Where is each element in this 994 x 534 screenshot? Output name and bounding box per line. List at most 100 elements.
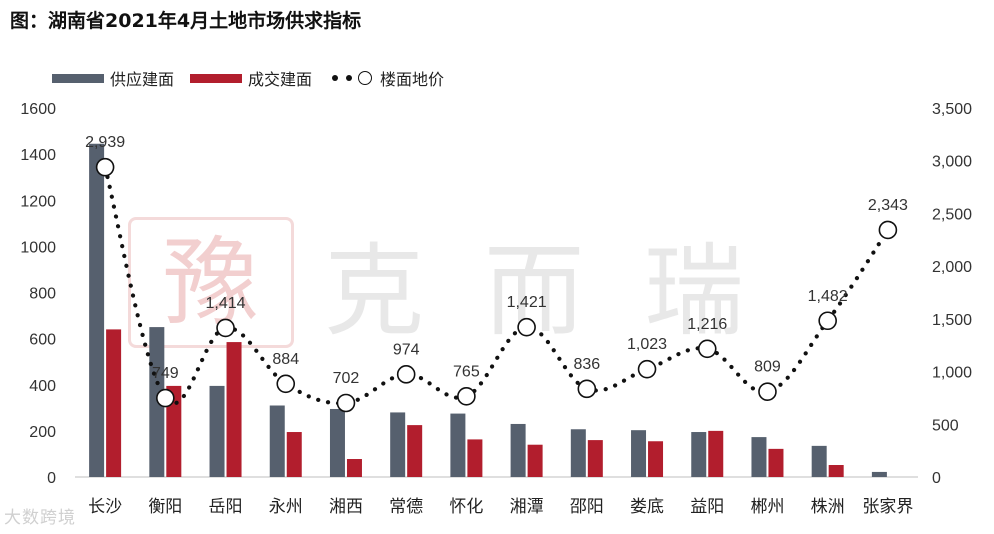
legend-price: 楼面地价: [328, 66, 444, 90]
brand-watermark: 大数跨境: [4, 508, 76, 528]
price-marker: [457, 387, 476, 406]
price-marker: [276, 374, 296, 394]
category-label: 衡阳: [148, 497, 182, 517]
price-marker: [637, 359, 657, 379]
legend-supply-label: 供应建面: [110, 70, 175, 89]
bar-transaction: [286, 432, 302, 477]
bar-transaction: [346, 459, 362, 477]
category-label: 株洲: [811, 497, 845, 517]
bar-transaction: [768, 448, 784, 477]
bar-transaction: [708, 430, 724, 477]
price-marker: [216, 318, 235, 338]
price-data-label: 884: [272, 351, 299, 368]
left-tick-label: 600: [29, 332, 56, 349]
price-data-label: 1,414: [206, 295, 246, 312]
left-tick-label: 1400: [20, 147, 56, 164]
bar-supply: [691, 432, 707, 477]
price-marker: [336, 393, 356, 413]
category-label: 益阳: [690, 497, 724, 517]
right-tick-label: 1,000: [932, 365, 972, 382]
price-marker: [818, 311, 837, 331]
bar-transaction: [407, 425, 423, 477]
price-marker: [878, 220, 898, 240]
left-tick-label: 1000: [20, 239, 56, 256]
price-marker: [396, 365, 416, 384]
legend-supply: 供应建面: [52, 66, 174, 90]
bar-transaction: [828, 465, 844, 477]
left-tick-label: 400: [29, 378, 56, 395]
price-marker: [156, 388, 175, 408]
price-data-label: 765: [453, 363, 480, 380]
price-marker: [95, 157, 115, 177]
bar-supply: [89, 143, 105, 477]
bar-transaction: [226, 342, 242, 477]
bar-supply: [450, 413, 466, 477]
bar-supply: [209, 385, 225, 477]
watermark-seal: 豫: [128, 217, 294, 348]
bar-supply: [390, 412, 406, 477]
bar-supply: [811, 445, 827, 477]
bar-supply: [149, 327, 165, 477]
bar-supply: [751, 437, 767, 477]
price-data-label: 2,939: [85, 134, 125, 151]
bar-supply: [570, 429, 586, 477]
category-label: 怀化: [449, 497, 483, 517]
category-label: 常德: [389, 497, 423, 517]
price-marker: [577, 379, 597, 399]
category-label: 永州: [269, 497, 303, 517]
price-data-label: 1,482: [808, 288, 848, 305]
price-data-label: 1,216: [687, 316, 727, 333]
left-tick-label: 200: [29, 424, 56, 441]
category-label: 湘西: [329, 497, 363, 517]
right-tick-label: 0: [932, 470, 941, 487]
left-tick-label: 0: [47, 470, 56, 487]
right-tick-label: 2,000: [932, 259, 972, 276]
legend-price-marker: [328, 71, 374, 85]
right-tick-label: 500: [932, 417, 959, 434]
watermark: 豫 克而瑞: [128, 210, 804, 355]
right-tick-label: 3,000: [932, 154, 972, 171]
price-data-label: 1,023: [627, 336, 667, 353]
chart-title: 图：湖南省2021年4月土地市场供求指标: [10, 10, 362, 32]
bar-transaction: [648, 441, 664, 477]
right-tick-label: 2,500: [932, 206, 972, 223]
bar-supply: [269, 405, 285, 477]
left-tick-label: 1200: [20, 193, 56, 210]
legend: 供应建面 成交建面 楼面地价: [52, 66, 460, 90]
legend-transaction-swatch: [190, 73, 243, 83]
bar-transaction: [166, 385, 182, 477]
price-marker: [517, 317, 536, 337]
price-data-label: 702: [333, 370, 360, 387]
category-label: 湘潭: [510, 497, 544, 517]
bar-transaction: [527, 444, 543, 477]
bar-supply: [871, 471, 887, 477]
price-data-label: 1,421: [507, 294, 547, 311]
category-label: 邵阳: [570, 497, 604, 517]
bar-transaction: [106, 329, 122, 477]
legend-transaction-label: 成交建面: [248, 70, 313, 89]
price-data-label: 809: [754, 359, 781, 376]
legend-transaction: 成交建面: [190, 66, 312, 90]
category-label: 长沙: [88, 497, 122, 517]
bar-supply: [329, 408, 345, 477]
price-data-label: 749: [152, 365, 179, 382]
bar-supply: [631, 430, 647, 477]
price-data-label: 836: [573, 356, 600, 373]
price-line: [103, 165, 890, 406]
bar-transaction: [467, 439, 483, 477]
right-tick-label: 1,500: [932, 312, 972, 329]
legend-supply-swatch: [52, 73, 104, 83]
category-label: 郴州: [750, 497, 784, 517]
price-marker: [758, 382, 777, 402]
right-tick-label: 3,500: [932, 101, 972, 118]
price-data-label: 974: [393, 341, 420, 358]
legend-price-label: 楼面地价: [380, 70, 445, 89]
bar-supply: [510, 423, 526, 477]
left-tick-label: 1600: [20, 101, 56, 118]
bar-transaction: [587, 440, 603, 477]
category-label: 岳阳: [209, 497, 243, 517]
price-data-label: 2,343: [868, 197, 908, 214]
price-marker: [697, 339, 717, 359]
category-label: 张家界: [862, 497, 913, 517]
